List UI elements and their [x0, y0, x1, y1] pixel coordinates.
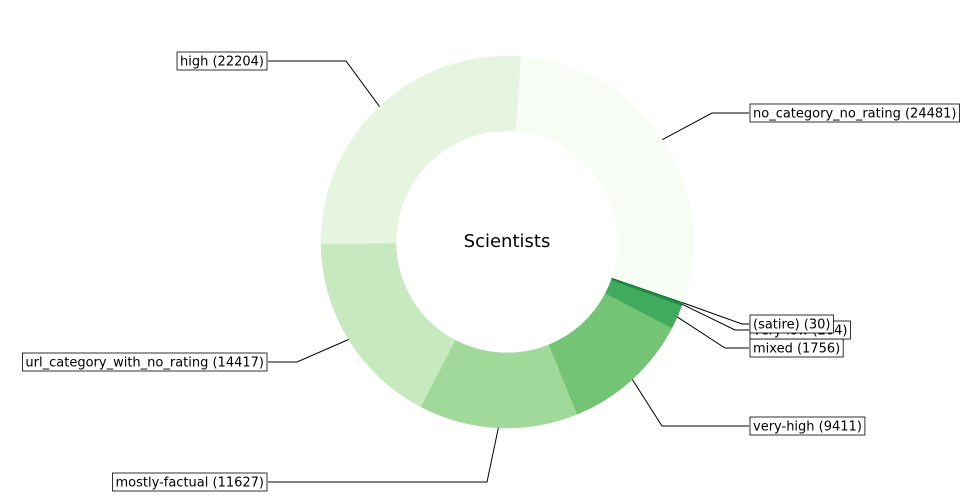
label-group: url_category_with_no_rating (14417)	[22, 352, 268, 372]
label-box	[749, 416, 866, 436]
slice-label: very-high (9411)	[753, 420, 862, 435]
slice-label: mostly-factual (11627)	[116, 476, 265, 491]
label-group: no_category_no_rating (24481)	[749, 103, 960, 123]
label-box	[749, 103, 960, 123]
leader-line	[631, 379, 749, 427]
slice-label: (satire) (30)	[753, 318, 830, 333]
label-box	[749, 314, 834, 334]
label-group: mostly-factual (11627)	[112, 472, 268, 492]
leader-line	[662, 112, 749, 141]
donut-wedge	[514, 56, 694, 303]
slice-label: url_category_with_no_rating (14417)	[25, 356, 264, 371]
leader-line	[682, 303, 749, 331]
label-box	[176, 51, 268, 71]
donut-wedge	[320, 55, 522, 245]
wedges	[320, 55, 694, 429]
label-box	[22, 352, 268, 372]
label-group: very-high (9411)	[749, 416, 866, 436]
slice-label: mixed (1756)	[753, 342, 840, 357]
leader-line	[268, 339, 349, 363]
leader-line	[268, 427, 499, 483]
slice-label: no_category_no_rating (24481)	[753, 107, 956, 122]
label-group: high (22204)	[176, 51, 268, 71]
label-box	[112, 472, 268, 492]
label-group: mixed (1756)	[749, 338, 844, 358]
leader-line	[682, 302, 749, 325]
leader-line	[676, 316, 749, 349]
leader-line	[268, 60, 380, 107]
label-group: (satire) (30)	[749, 314, 834, 334]
chart-title: Scientists	[464, 231, 551, 252]
slice-label: high (22204)	[180, 55, 264, 70]
